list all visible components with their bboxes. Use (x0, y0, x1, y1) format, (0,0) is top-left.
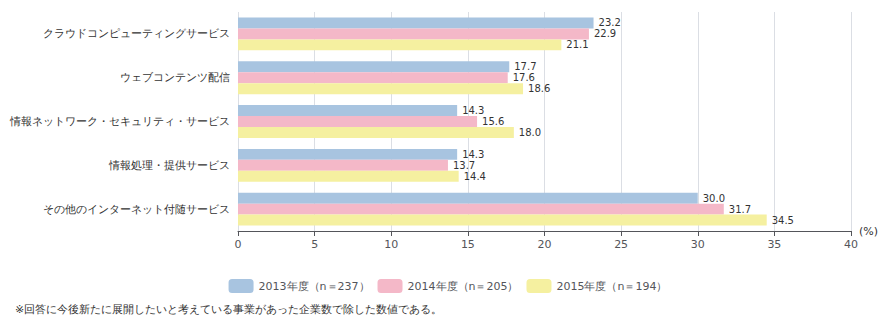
svg-text:14.4: 14.4 (464, 171, 486, 182)
svg-text:10: 10 (384, 238, 398, 251)
svg-text:(%): (%) (859, 225, 878, 238)
svg-text:情報処理・提供サービス: 情報処理・提供サービス (108, 159, 230, 172)
svg-text:30: 30 (691, 238, 705, 251)
svg-text:※回答に今後新たに展開したいと考えている事業があった企業数で: ※回答に今後新たに展開したいと考えている事業があった企業数で除した数値である。 (15, 303, 442, 316)
svg-text:23.2: 23.2 (599, 17, 621, 28)
svg-text:18.0: 18.0 (519, 127, 541, 138)
svg-text:クラウドコンピューティングサービス: クラウドコンピューティングサービス (43, 27, 230, 40)
svg-text:14.3: 14.3 (462, 149, 484, 160)
svg-text:2015年度（n＝194）: 2015年度（n＝194） (556, 280, 667, 293)
svg-text:30.0: 30.0 (703, 193, 725, 204)
svg-text:2014年度（n＝205）: 2014年度（n＝205） (408, 280, 519, 293)
svg-text:15.6: 15.6 (482, 116, 504, 127)
svg-text:情報ネットワーク・セキュリティ・サービス: 情報ネットワーク・セキュリティ・サービス (9, 115, 230, 128)
svg-text:18.6: 18.6 (528, 83, 550, 94)
svg-text:21.1: 21.1 (566, 39, 588, 50)
svg-text:その他のインターネット付随サービス: その他のインターネット付随サービス (43, 203, 230, 216)
svg-text:34.5: 34.5 (772, 215, 794, 226)
svg-text:20: 20 (538, 238, 552, 251)
svg-text:15: 15 (461, 238, 475, 251)
svg-text:5: 5 (311, 238, 318, 251)
svg-text:35: 35 (767, 238, 781, 251)
svg-text:ウェブコンテンツ配信: ウェブコンテンツ配信 (120, 71, 230, 84)
svg-text:25: 25 (614, 238, 628, 251)
svg-text:17.7: 17.7 (514, 61, 536, 72)
svg-text:17.6: 17.6 (513, 72, 535, 83)
svg-text:2013年度（n＝237）: 2013年度（n＝237） (259, 280, 370, 293)
svg-text:40: 40 (844, 238, 858, 251)
svg-text:14.3: 14.3 (462, 105, 484, 116)
svg-text:0: 0 (235, 238, 242, 251)
svg-text:31.7: 31.7 (729, 204, 751, 215)
svg-text:13.7: 13.7 (453, 160, 475, 171)
svg-text:22.9: 22.9 (594, 28, 616, 39)
